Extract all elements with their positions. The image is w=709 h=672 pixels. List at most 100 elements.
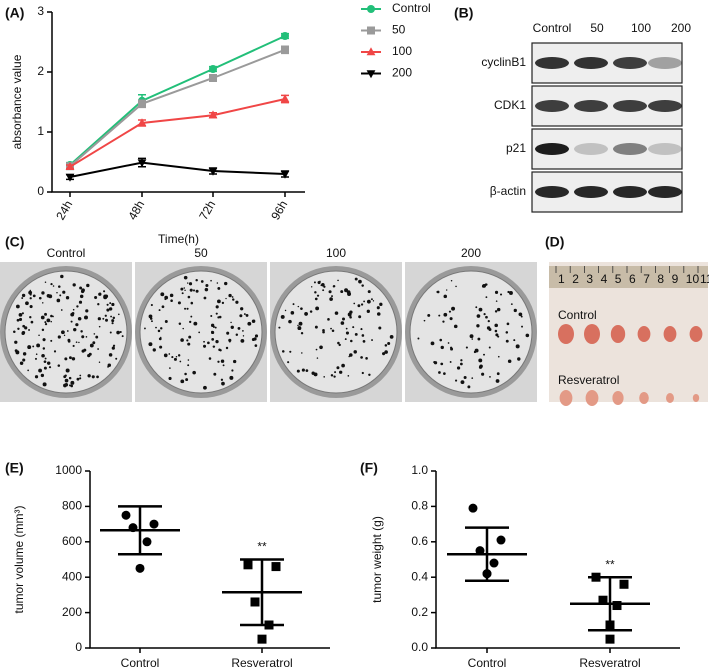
colony <box>14 349 18 353</box>
ruler-number: 4 <box>601 272 608 286</box>
colony <box>218 315 222 319</box>
colony <box>188 335 192 339</box>
colony <box>40 315 45 320</box>
axes <box>89 471 330 649</box>
colony <box>64 378 69 383</box>
data-point <box>137 159 147 168</box>
blot-band <box>574 143 608 155</box>
colony <box>361 371 364 375</box>
colony <box>317 280 321 285</box>
legend-marker <box>366 70 376 79</box>
colony <box>42 347 46 350</box>
colony <box>239 314 243 318</box>
legend-label: Control <box>392 1 431 15</box>
x-tick-label: Control <box>121 656 160 670</box>
legend-marker <box>366 47 376 56</box>
plate <box>274 270 398 394</box>
x-tick-label: 48h <box>125 198 147 222</box>
colony <box>164 320 168 323</box>
colony <box>85 336 88 338</box>
colony <box>106 303 109 306</box>
colony <box>488 327 492 331</box>
tumor <box>637 326 651 342</box>
colony <box>321 282 325 287</box>
colony <box>361 284 364 287</box>
colony <box>177 301 181 305</box>
y-tick-label: 800 <box>62 499 82 513</box>
blot-row-label: β-actin <box>490 184 526 198</box>
colony <box>339 370 343 374</box>
data-point <box>208 167 218 176</box>
colony <box>151 320 153 323</box>
colony <box>471 338 474 340</box>
tumor <box>689 326 703 342</box>
colony <box>35 353 38 355</box>
colony <box>214 326 217 329</box>
colony <box>521 325 523 328</box>
colony <box>436 290 440 294</box>
colony <box>171 356 174 359</box>
colony <box>515 344 520 349</box>
colony <box>184 289 186 292</box>
colony <box>485 296 488 299</box>
colony <box>370 298 373 301</box>
sd-bar <box>465 526 509 582</box>
colony <box>474 348 479 353</box>
colony <box>21 297 24 299</box>
data-point <box>280 170 290 179</box>
colony <box>180 379 185 384</box>
colony <box>253 337 257 341</box>
colony <box>430 341 435 346</box>
colony <box>340 290 344 294</box>
colony <box>19 361 24 366</box>
colony <box>298 321 303 326</box>
colony <box>484 283 487 285</box>
colony <box>38 368 43 373</box>
y-tick-label: 0.4 <box>411 569 428 583</box>
colony <box>83 348 87 352</box>
colony <box>165 296 167 298</box>
colony <box>319 345 323 350</box>
colony <box>32 345 35 348</box>
y-tick-label: 0.0 <box>411 640 428 654</box>
colony <box>38 334 40 337</box>
colony <box>505 339 509 343</box>
colony <box>467 385 471 389</box>
colony <box>235 300 239 304</box>
colony <box>116 330 120 335</box>
colony <box>215 305 219 309</box>
blot-band <box>535 57 569 69</box>
colony <box>168 353 171 355</box>
colony <box>280 314 285 319</box>
colony <box>242 335 245 337</box>
colony <box>106 308 110 312</box>
colony <box>68 376 72 380</box>
colony <box>75 341 78 343</box>
colony <box>323 376 325 378</box>
colony <box>309 310 313 313</box>
blot-row-label: cyclinB1 <box>481 55 526 69</box>
colony <box>148 314 153 319</box>
colony <box>330 327 332 330</box>
colony <box>105 318 108 322</box>
data-point <box>619 579 629 589</box>
colony <box>333 375 336 378</box>
colony <box>44 281 47 283</box>
data-point <box>598 595 608 605</box>
colony <box>340 321 345 325</box>
ruler-number: 7 <box>643 272 650 286</box>
colony <box>345 327 348 330</box>
colony <box>181 292 184 295</box>
colony <box>43 366 47 370</box>
significance: ** <box>605 557 615 571</box>
colony <box>169 293 174 298</box>
colony <box>372 300 375 302</box>
colony <box>232 298 235 301</box>
colony <box>38 296 42 300</box>
ruler <box>549 266 708 288</box>
sd-bar <box>118 505 162 556</box>
colony <box>212 345 216 348</box>
colony <box>46 293 51 298</box>
data-line <box>69 35 286 166</box>
